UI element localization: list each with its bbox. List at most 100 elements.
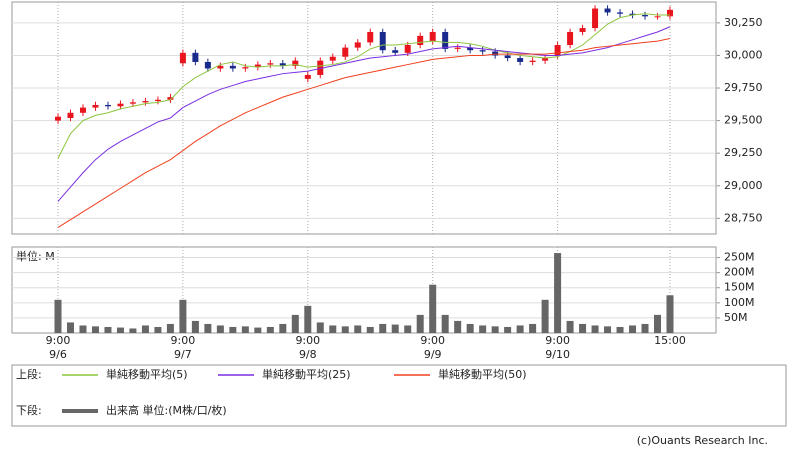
volume-bar [554, 253, 562, 333]
y-tick-label: 250M [724, 251, 755, 264]
candle-body [254, 64, 261, 68]
volume-bar [454, 320, 462, 333]
x-date-label: 9/6 [49, 348, 67, 361]
volume-bar [279, 323, 287, 333]
y-tick-label: 28,750 [724, 211, 763, 224]
candle-body [354, 42, 361, 48]
candle-body [304, 74, 311, 79]
volume-bar [329, 325, 337, 333]
volume-bar [466, 323, 474, 333]
volume-bar [154, 326, 162, 333]
x-tick-label: 9:00 [295, 334, 320, 347]
volume-bar [166, 323, 174, 333]
volume-bar [79, 325, 87, 333]
volume-bar [179, 299, 187, 333]
candle-body [179, 52, 186, 64]
volume-bar [129, 328, 137, 333]
volume-bar [441, 314, 449, 333]
volume-bar [654, 314, 662, 333]
candle-body [592, 8, 599, 29]
volume-bar [204, 323, 212, 333]
y-tick-label: 30,250 [724, 16, 763, 29]
legend-label: 出来高 単位:(M株/口/枚) [106, 403, 227, 417]
candle-body [154, 99, 161, 102]
x-tick-label: 9:00 [46, 334, 71, 347]
candle-body [454, 47, 461, 49]
volume-bar [241, 326, 249, 333]
volume-bar [391, 324, 399, 333]
candle-body [342, 47, 349, 57]
volume-bar [616, 326, 624, 333]
volume-bar [266, 326, 274, 333]
volume-bar [254, 327, 262, 333]
volume-bar [66, 322, 74, 333]
volume-bar [91, 326, 99, 333]
candle-body [579, 28, 586, 32]
volume-bar [591, 325, 599, 333]
y-tick-label: 29,000 [724, 179, 763, 192]
candle-body [367, 31, 374, 43]
price-panel [11, 1, 717, 235]
y-tick-label: 200M [724, 266, 755, 279]
volume-bar [379, 323, 387, 333]
candle-body [67, 112, 74, 118]
legend-box [11, 364, 787, 427]
volume-bar [366, 326, 374, 333]
candle-body [242, 67, 249, 69]
candle-body [379, 31, 386, 51]
candle-body [467, 47, 474, 51]
candle-body [129, 102, 136, 104]
candle-body [117, 103, 124, 107]
legend-label: 単純移動平均(5) [106, 367, 188, 381]
volume-bar [304, 305, 312, 333]
x-tick-label: 9:00 [545, 334, 570, 347]
y-tick-label: 29,750 [724, 81, 763, 94]
legend-upper-label: 上段: [16, 367, 42, 381]
x-tick-label: 15:00 [654, 334, 686, 347]
volume-unit: 単位: M [16, 249, 55, 263]
candle-body [554, 45, 561, 56]
volume-bar [429, 284, 437, 333]
candle-body [279, 63, 286, 66]
volume-bar [354, 325, 362, 333]
y-tick-label: 29,500 [724, 114, 763, 127]
candle-body [317, 60, 324, 75]
candle-body [217, 65, 224, 69]
x-date-label: 9/8 [299, 348, 317, 361]
candle-body [617, 12, 624, 14]
ma-line [57, 38, 671, 228]
y-tick-label: 30,000 [724, 48, 763, 61]
volume-bar [641, 323, 649, 333]
candle-body [292, 60, 299, 66]
volume-bar [216, 325, 224, 333]
copyright: (c)Ouants Research Inc. [637, 434, 768, 447]
candle-body [517, 58, 524, 62]
volume-bar [229, 326, 237, 333]
volume-bar [516, 325, 524, 333]
volume-bar [504, 326, 512, 333]
candle-body [142, 101, 149, 103]
candle-body [429, 31, 436, 42]
candle-body [329, 56, 336, 61]
candle-body [604, 8, 611, 13]
volume-bar [341, 326, 349, 333]
volume-bar [54, 299, 62, 333]
legend-label: 単純移動平均(25) [262, 367, 351, 381]
candle-body [92, 104, 99, 108]
volume-bar [629, 325, 637, 333]
candle-body [79, 107, 86, 113]
candle-body [629, 13, 636, 16]
volume-bar [666, 295, 674, 333]
volume-bar [116, 327, 124, 333]
candle-body [204, 61, 211, 69]
legend-label: 単純移動平均(50) [438, 367, 527, 381]
candle-body [642, 15, 649, 17]
candle-body [667, 9, 673, 17]
candle-body [529, 60, 536, 62]
candle-body [567, 31, 574, 46]
x-date-label: 9/10 [545, 348, 570, 361]
volume-bar [491, 326, 499, 333]
volume-bar [479, 325, 487, 333]
x-tick-label: 9:00 [420, 334, 445, 347]
